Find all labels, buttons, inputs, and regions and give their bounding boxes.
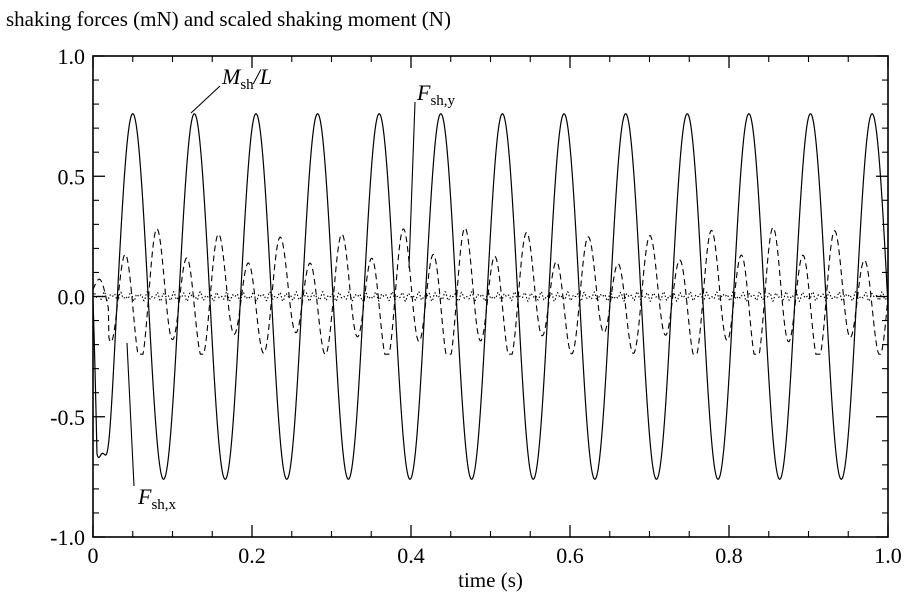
- y-tick-label: -1.0: [50, 525, 85, 550]
- y-tick-label: -0.5: [50, 405, 85, 430]
- annotation-leader: [126, 342, 135, 487]
- series-line-fx: [92, 290, 889, 303]
- series-line-moment: [92, 113, 889, 480]
- y-axis-label: shaking forces (mN) and scaled shaking m…: [6, 7, 451, 31]
- plot-frame: [92, 55, 889, 538]
- annotation-leader: [190, 85, 221, 114]
- annotation-label: Fsh,y: [416, 80, 456, 109]
- y-tick-label: 0.5: [58, 164, 86, 189]
- y-tick-label: 1.0: [58, 44, 86, 69]
- x-tick-label: 0.2: [238, 543, 266, 568]
- annotation-label: Fsh,x: [137, 484, 177, 513]
- x-tick-label: 0.8: [715, 543, 743, 568]
- x-tick-label: 1.0: [874, 543, 902, 568]
- annotation-label: Msh/L: [221, 64, 272, 93]
- x-tick-label: 0: [88, 543, 99, 568]
- x-tick-label: 0.4: [397, 543, 425, 568]
- series-line-fy: [92, 227, 889, 355]
- x-tick-label: 0.6: [556, 543, 584, 568]
- x-axis-label: time (s): [458, 568, 523, 592]
- series-group: [92, 113, 889, 480]
- annotations: Msh/L Fsh,y Fsh,x: [126, 64, 456, 513]
- y-tick-label: 0.0: [58, 285, 86, 310]
- annotation-leader: [408, 101, 416, 269]
